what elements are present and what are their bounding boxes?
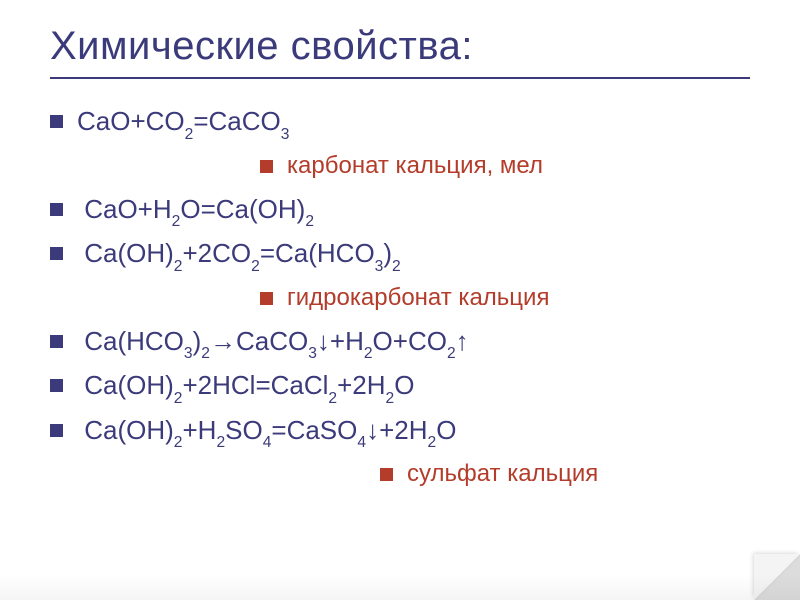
- equation-line: Ca(OH)2+H2SO4=CaSO4↓+2H2O: [50, 414, 750, 447]
- annotation-text: гидрокарбонат кальция: [287, 282, 549, 313]
- shade-top: [0, 0, 800, 8]
- slide: Химические свойства: CaO+CO2=CaCO3 карбо…: [0, 0, 800, 600]
- square-bullet-icon: [50, 247, 63, 260]
- equation-text: Ca(HCO3)2→CaCO3↓+H2O+CO2↑: [77, 325, 469, 358]
- equation-line: CaO+H2O=Ca(OH)2: [50, 193, 750, 226]
- square-bullet-icon: [380, 468, 393, 481]
- annotation-line: сульфат кальция: [50, 458, 750, 489]
- square-bullet-icon: [50, 335, 63, 348]
- square-bullet-icon: [50, 424, 63, 437]
- annotation-text: карбонат кальция, мел: [287, 150, 543, 181]
- annotation-line: гидрокарбонат кальция: [50, 282, 750, 313]
- square-bullet-icon: [260, 292, 273, 305]
- square-bullet-icon: [50, 115, 63, 128]
- equation-text: Ca(OH)2+2HCl=CaCl2+2H2O: [77, 369, 414, 402]
- slide-title: Химические свойства:: [50, 24, 750, 69]
- equation-text: Ca(OH)2+H2SO4=CaSO4↓+2H2O: [77, 414, 456, 447]
- square-bullet-icon: [260, 160, 273, 173]
- square-bullet-icon: [50, 203, 63, 216]
- equation-line: Ca(HCO3)2→CaCO3↓+H2O+CO2↑: [50, 325, 750, 358]
- equation-line: Ca(OH)2+2HCl=CaCl2+2H2O: [50, 369, 750, 402]
- content-list: CaO+CO2=CaCO3 карбонат кальция, мел CaO+…: [50, 105, 750, 490]
- equation-text: CaO+H2O=Ca(OH)2: [77, 193, 314, 226]
- equation-line: Ca(OH)2+2CO2=Ca(HCO3)2: [50, 237, 750, 270]
- shade-bottom: [0, 574, 800, 600]
- equation-text: CaO+CO2=CaCO3: [77, 105, 289, 138]
- annotation-text: сульфат кальция: [407, 458, 598, 489]
- annotation-line: карбонат кальция, мел: [50, 150, 750, 181]
- equation-text: Ca(OH)2+2CO2=Ca(HCO3)2: [77, 237, 401, 270]
- square-bullet-icon: [50, 379, 63, 392]
- title-rule: [50, 77, 750, 79]
- equation-line: CaO+CO2=CaCO3: [50, 105, 750, 138]
